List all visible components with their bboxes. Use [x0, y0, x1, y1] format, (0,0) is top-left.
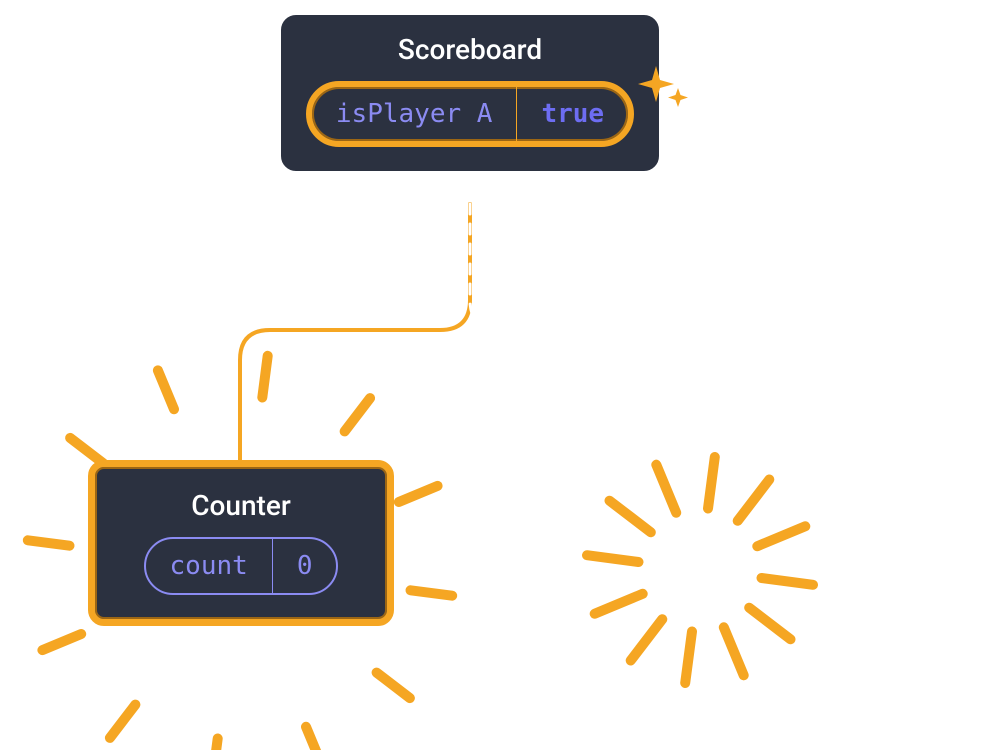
- counter-state-pill: count 0: [144, 537, 339, 595]
- sparkle-icon: [636, 62, 690, 116]
- node-scoreboard: Scoreboard isPlayer A true: [280, 14, 660, 172]
- scoreboard-state-key: isPlayer A: [312, 87, 517, 141]
- burst-ray: [656, 465, 676, 513]
- burst-ray: [762, 578, 814, 585]
- burst-ray: [595, 594, 643, 614]
- scoreboard-state-value: true: [517, 87, 628, 141]
- burst-ray: [749, 608, 790, 640]
- burst-ray: [738, 480, 770, 521]
- diagram-canvas: Scoreboard isPlayer A true Counter count…: [0, 0, 1008, 750]
- burst-ray: [587, 555, 639, 562]
- burst-ray: [757, 526, 805, 546]
- burst-ray: [685, 632, 692, 684]
- node-counter-title: Counter: [191, 489, 291, 523]
- scoreboard-state-pill: isPlayer A true: [306, 81, 634, 147]
- burst-ray: [610, 501, 651, 533]
- burst-ray: [631, 619, 663, 660]
- counter-state-key: count: [146, 539, 272, 593]
- node-counter: Counter count 0: [88, 460, 394, 626]
- burst-ray: [724, 627, 744, 675]
- node-scoreboard-title: Scoreboard: [398, 33, 542, 67]
- counter-state-value: 0: [273, 539, 337, 593]
- burst-ray: [708, 457, 715, 509]
